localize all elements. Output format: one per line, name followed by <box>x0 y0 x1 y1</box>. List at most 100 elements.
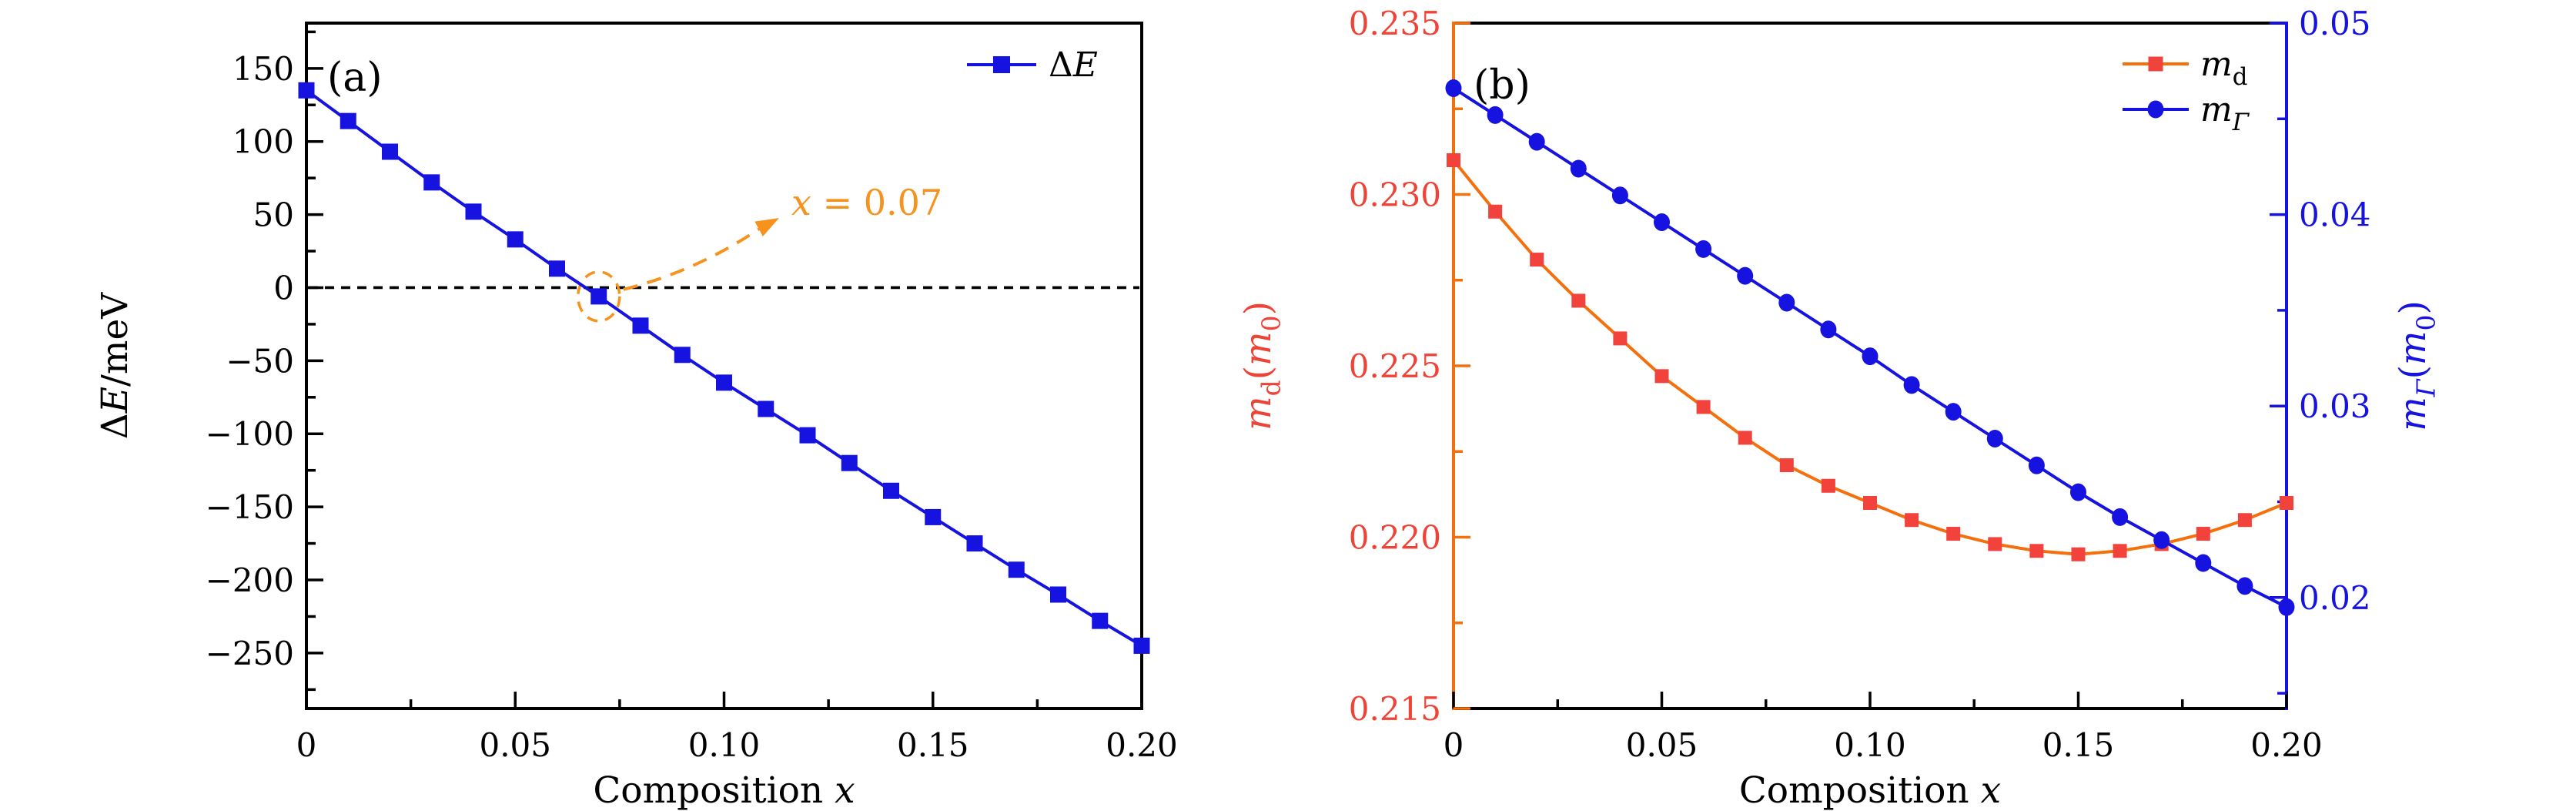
data-point-circle <box>2278 598 2295 616</box>
data-point-square <box>674 347 691 364</box>
data-point-square <box>1654 369 1669 384</box>
series-mgamma-markers <box>1445 79 2295 616</box>
legend-label-mgamma: mΓ <box>2200 90 2250 136</box>
panel-a-x-axis: 0 0.05 0.10 0.15 0.20 <box>296 692 1178 764</box>
y-tick-label: −150 <box>206 488 294 526</box>
x-axis-label-a: Composition x <box>593 769 855 811</box>
data-point-circle <box>2028 456 2045 474</box>
panel-letter-a: (a) <box>327 55 383 101</box>
data-point-square <box>1447 153 1460 167</box>
x-tick-label: 0 <box>1444 726 1464 764</box>
data-point-square <box>2237 513 2252 528</box>
data-point-square <box>1821 478 1835 493</box>
data-point-square <box>298 82 315 99</box>
data-point-square <box>590 288 607 305</box>
data-point-square <box>340 112 356 129</box>
legend-circle-marker-icon <box>2147 100 2164 119</box>
data-point-circle <box>1445 79 1462 98</box>
data-point-circle <box>1695 240 1712 258</box>
panel-b-left-y-axis: 0.215 0.220 0.225 0.230 0.235 <box>1349 5 1470 728</box>
data-point-circle <box>2195 554 2212 572</box>
data-point-circle <box>1862 347 1878 366</box>
legend-square-marker-icon <box>2148 56 2163 72</box>
annotation-text: x = 0.07 <box>791 182 942 223</box>
data-point-circle <box>1570 159 1587 178</box>
annotation-arrowhead-icon <box>754 218 779 236</box>
right-y-tick-label: 0.05 <box>2299 5 2371 42</box>
x-tick-label: 0.20 <box>2250 726 2323 764</box>
data-point-circle <box>1487 106 1504 124</box>
data-point-square <box>382 143 398 160</box>
data-point-square <box>883 482 899 499</box>
data-point-circle <box>1986 429 2003 447</box>
data-point-square <box>507 231 524 248</box>
data-point-square <box>1008 561 1025 578</box>
data-point-square <box>423 174 440 191</box>
data-point-square <box>716 374 732 391</box>
data-point-square <box>1613 331 1628 346</box>
left-y-tick-label: 0.225 <box>1349 347 1441 385</box>
y-tick-label: −50 <box>226 342 294 380</box>
data-point-square <box>2196 527 2210 541</box>
data-point-square <box>2071 547 2086 561</box>
data-point-square <box>841 454 858 471</box>
data-point-square <box>1488 204 1503 219</box>
data-point-square <box>1133 637 1150 654</box>
x-tick-label: 0.15 <box>897 726 969 764</box>
left-y-tick-label: 0.230 <box>1349 176 1441 214</box>
panel-b-right-y-axis: 0.02 0.03 0.04 0.05 <box>2270 5 2371 695</box>
annotation-ellipse-icon <box>577 270 621 323</box>
y-tick-label: −200 <box>206 561 294 599</box>
data-point-circle <box>2153 531 2170 549</box>
data-point-square <box>966 535 983 552</box>
data-point-square <box>1905 513 1919 528</box>
data-point-square <box>2029 544 2044 558</box>
x-tick-label: 0.10 <box>1834 726 1906 764</box>
x-tick-label: 0.15 <box>2042 726 2115 764</box>
data-point-square <box>1092 612 1109 629</box>
data-point-circle <box>1903 376 1920 394</box>
data-point-square <box>1530 253 1544 267</box>
data-point-circle <box>2236 577 2253 595</box>
data-point-square <box>1863 496 1877 510</box>
panel-letter-b: (b) <box>1474 62 1531 109</box>
panel-a: 0 0.05 0.10 0.15 0.20 −250 −200 −150 −100 −50 0 50 1… <box>94 22 1178 811</box>
x-tick-label: 0 <box>296 726 317 764</box>
y-tick-label: −250 <box>206 635 294 672</box>
annotation-arrow-shaft <box>623 226 762 291</box>
left-y-tick-label: 0.215 <box>1349 690 1441 728</box>
annotation-x007: x = 0.07 <box>577 182 942 323</box>
data-point-square <box>1738 431 1752 445</box>
left-y-tick-label: 0.220 <box>1349 519 1441 557</box>
data-point-square <box>1946 527 1961 541</box>
panel-a-border <box>305 22 1143 710</box>
x-tick-label: 0.05 <box>1626 726 1698 764</box>
x-axis-label-b: Composition x <box>1739 769 2001 811</box>
y-axis-label-b-left: md(m0) <box>1237 301 1286 431</box>
data-point-circle <box>1945 403 1962 421</box>
y-tick-label: 150 <box>233 50 294 88</box>
y-axis-label-a: ΔE/meV <box>94 292 136 439</box>
legend-label-md: md <box>2200 45 2247 91</box>
right-y-tick-label: 0.02 <box>2299 579 2371 617</box>
data-point-square <box>925 508 942 525</box>
legend-label-delta-e: ΔE <box>1049 45 1098 85</box>
data-point-square <box>632 317 649 334</box>
data-point-circle <box>1820 320 1837 339</box>
data-point-square <box>1779 458 1794 473</box>
legend-square-marker-icon <box>993 56 1010 73</box>
left-y-tick-label: 0.235 <box>1349 5 1441 42</box>
y-tick-label: −100 <box>206 415 294 453</box>
data-point-square <box>2280 496 2293 510</box>
right-y-tick-label: 0.03 <box>2299 387 2371 425</box>
data-point-circle <box>1611 186 1628 205</box>
y-axis-label-b-right: mΓ(m0) <box>2392 300 2441 431</box>
data-point-circle <box>1778 293 1795 312</box>
panel-b-x-axis: 0 0.05 0.10 0.15 0.20 <box>1444 692 2323 764</box>
series-delta-e-markers <box>298 82 1150 654</box>
panel-b: 0 0.05 0.10 0.15 0.200.2150.2200.2250.2300.2… <box>1237 5 2441 811</box>
x-tick-label: 0.10 <box>688 726 761 764</box>
